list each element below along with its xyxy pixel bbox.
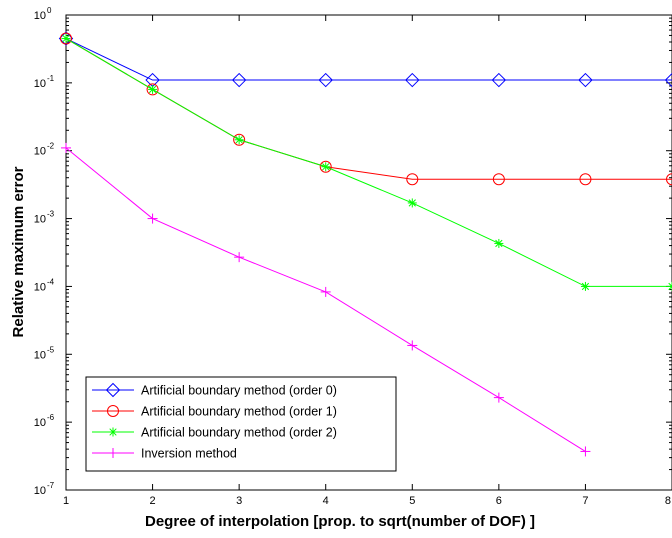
- star-stroke: [495, 239, 503, 248]
- y-tick-exponent: -4: [47, 277, 55, 286]
- diamond-marker: [231, 72, 247, 88]
- y-tick-exponent: 0: [47, 6, 52, 15]
- star-stroke: [668, 282, 672, 288]
- star-marker: [407, 198, 417, 208]
- star-stroke: [148, 85, 157, 94]
- y-tick-exponent: -3: [47, 210, 55, 219]
- star-marker: [494, 238, 504, 248]
- star-marker: [580, 281, 590, 291]
- series-1: [58, 31, 672, 88]
- y-tick-exponent: -6: [47, 413, 55, 422]
- y-tick-label: 10: [34, 417, 46, 429]
- series-line: [65, 38, 672, 81]
- legend: Artificial boundary method (order 0) Arti…: [85, 376, 397, 472]
- plus-marker: [580, 446, 591, 457]
- star-stroke: [235, 136, 243, 144]
- plus-marker: [493, 392, 504, 403]
- x-tick-label: 5: [409, 495, 415, 507]
- circle-marker: [146, 83, 159, 96]
- y-tick-exponent: -5: [47, 345, 55, 354]
- star-stroke: [322, 163, 330, 171]
- star-marker: [667, 281, 672, 291]
- series-group: [58, 31, 672, 457]
- y-axis-label: Relative maximum error: [10, 166, 27, 337]
- y-tick-label: 10: [34, 281, 46, 293]
- circle-marker: [406, 173, 419, 186]
- legend-label: Artificial boundary method (order 1): [141, 405, 337, 419]
- y-tick-label: 10: [34, 214, 46, 226]
- legend-item: Artificial boundary method (order 2): [92, 426, 337, 440]
- star-stroke: [62, 34, 70, 43]
- x-tick-label: 8: [665, 495, 671, 507]
- x-tick-label: 1: [63, 495, 69, 507]
- y-tick-exponent: -2: [47, 142, 55, 151]
- circle-marker: [319, 160, 332, 173]
- legend-item: Artificial boundary method (order 1): [92, 405, 337, 419]
- x-tick-label: 3: [236, 495, 242, 507]
- circle-marker: [60, 32, 72, 45]
- circle-marker: [233, 133, 246, 146]
- plus-marker: [320, 286, 331, 297]
- x-tick-label: 6: [496, 495, 502, 507]
- y-tick-exponent: -7: [47, 481, 55, 490]
- series-3: [61, 34, 672, 291]
- y-tick-label: 10: [34, 349, 46, 361]
- diamond-marker: [664, 72, 672, 88]
- star-marker: [234, 135, 244, 145]
- legend-label: Artificial boundary method (order 2): [141, 426, 337, 440]
- diamond-marker: [491, 72, 507, 88]
- x-axis-label: Degree of interpolation [prop. to sqrt(n…: [145, 513, 535, 530]
- circle-marker: [107, 405, 119, 417]
- circle-marker: [492, 173, 505, 186]
- x-tick-label: 2: [150, 495, 156, 507]
- star-marker: [321, 162, 331, 172]
- diamond-marker: [578, 72, 593, 88]
- x-tick-label: 7: [582, 495, 588, 507]
- star-stroke: [581, 282, 590, 291]
- legend-box: [85, 376, 397, 472]
- y-tick-exponent: -1: [47, 74, 55, 83]
- star-stroke: [668, 285, 672, 291]
- y-tick-label: 10: [34, 78, 46, 90]
- x-tick-label: 4: [323, 495, 329, 507]
- circle-marker: [579, 173, 592, 186]
- legend-item: Inversion method: [92, 447, 237, 461]
- star-stroke: [408, 199, 416, 207]
- legend-label: Inversion method: [141, 447, 237, 461]
- plus-marker: [234, 252, 245, 263]
- diamond-marker: [58, 31, 74, 46]
- legend-label: Artificial boundary method (order 0): [141, 384, 337, 398]
- star-marker: [108, 427, 118, 437]
- diamond-marker: [318, 72, 333, 88]
- diamond-marker: [105, 382, 121, 398]
- star-marker: [61, 34, 71, 44]
- plus-marker: [407, 340, 418, 351]
- legend-item: Artificial boundary method (order 0): [92, 382, 337, 398]
- plus-marker: [147, 213, 158, 224]
- circle-marker: [666, 173, 672, 186]
- series-line: [65, 38, 672, 287]
- star-stroke: [109, 428, 117, 436]
- plus-marker: [61, 142, 71, 153]
- diamond-marker: [405, 72, 420, 88]
- y-tick-label: 10: [34, 146, 46, 158]
- plus-marker: [108, 448, 118, 458]
- series-4: [61, 142, 591, 457]
- y-tick-label: 10: [34, 10, 46, 22]
- y-tick-label: 10: [34, 485, 46, 497]
- star-marker: [148, 84, 158, 94]
